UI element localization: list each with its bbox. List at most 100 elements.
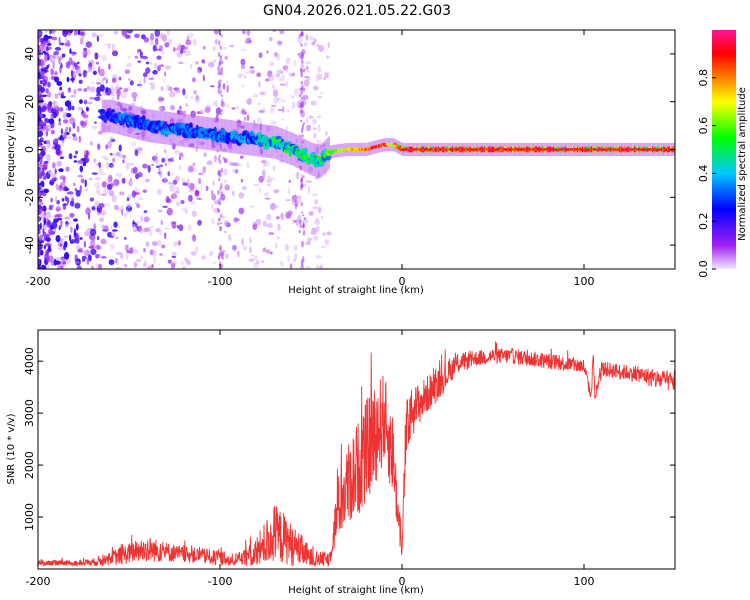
spectrogram-noise-cell [108,63,111,70]
chart-title: GN04.2026.021.05.22.G03 [263,3,451,19]
spectrogram-noise-cell [63,235,69,238]
spectrogram-noise-cell [149,33,155,41]
spectrogram-noise-cell [104,157,109,161]
spectrogram-ridge-cell [188,122,194,129]
spectrogram-noise-cell [159,64,165,67]
spectrogram-noise-cell [249,66,255,69]
spectrogram-noise-cell [89,197,95,202]
spectrogram-streak-cell [300,51,304,57]
spectrogram-noise-cell [41,105,47,112]
spectrogram-noise-cell [220,46,227,50]
spectrogram-noise-cell [73,88,77,92]
spectrogram-noise-cell [190,200,196,205]
spectrogram-noise-cell [54,46,62,51]
spectrogram-noise-cell [55,149,63,157]
spectrogram-noise-cell [125,244,129,252]
spectrogram-noise-cell [223,220,230,227]
spectrogram-noise-cell [132,249,139,254]
spectrogram-streak-cell [218,80,221,84]
spectrogram-noise-cell [294,203,297,210]
spectrogram-noise-cell [137,197,144,201]
spectrogram-noise-cell [202,166,207,174]
spectrogram-noise-cell [267,175,271,181]
spectrogram-noise-cell [72,133,76,137]
spectrogram-noise-cell [246,161,250,170]
spectrogram-noise-cell [305,117,309,124]
spectrogram-streak-cell [217,68,220,74]
spectrogram-noise-cell [272,84,275,90]
spectrogram-noise-cell [38,201,44,205]
spectrogram-noise-cell [188,189,195,193]
spectrogram-noise-cell [220,101,226,108]
spectrogram-noise-cell [38,182,42,186]
spectrogram-noise-cell [132,223,136,230]
spectrogram-noise-cell [96,86,101,95]
spectrogram-noise-cell [158,166,161,174]
spectrogram-noise-cell [126,203,132,208]
spectrogram-noise-cell [46,211,52,218]
spectrogram-noise-cell [285,211,292,215]
spectrogram-noise-cell [192,38,197,46]
spectrogram-streak-cell [299,67,303,72]
spectrogram-noise-cell [76,125,80,133]
spectrogram-noise-cell [121,177,126,184]
spectrogram-noise-cell [59,243,63,247]
spectrogram-noise-cell [42,205,47,212]
spectrogram-noise-cell [106,178,110,185]
spectrogram-noise-cell [307,70,311,73]
spectrogram-noise-cell [57,265,63,269]
spectrogram-noise-cell [40,190,44,193]
spectrogram-noise-cell [157,263,160,266]
spectrogram-noise-cell [326,55,330,59]
spectrogram-noise-cell [274,51,278,58]
spectrogram-noise-cell [190,96,194,99]
spectrogram-noise-cell [327,42,331,48]
spectrogram-noise-cell [275,97,282,101]
spectrogram-noise-cell [128,162,135,166]
spectrogram-noise-cell [40,39,45,44]
spectrogram-noise-cell [62,111,68,119]
spectrogram-noise-cell [124,34,131,39]
spectrogram-noise-cell [169,184,176,192]
spectrogram-noise-cell [163,77,166,83]
spectrogram-noise-cell [307,35,315,41]
spectrogram-streak-cell [220,264,224,269]
spectrogram-noise-cell [84,179,87,188]
spectrogram-streak-cell [300,80,303,85]
spectrogram-noise-cell [208,251,214,257]
spectrogram-noise-cell [150,61,153,66]
spectrogram-noise-cell [106,161,109,169]
spectrogram-streak-cell [299,119,303,123]
spectrogram-noise-cell [133,33,140,38]
spectrogram-noise-cell [119,191,125,196]
spectrogram-noise-cell [118,76,122,81]
spectrogram-noise-cell [305,240,312,245]
spectrogram-noise-cell [67,39,70,45]
spectrogram-noise-cell [171,252,178,256]
spectrogram-noise-cell [134,149,139,157]
spectrogram-noise-cell [213,30,220,35]
spectrogram-noise-cell [58,184,63,192]
spectrogram-streak-cell [219,186,222,191]
spectrogram-noise-cell [200,183,203,191]
spectrogram-y-ticks: -40 -20 0 20 40 [23,47,675,254]
spectrogram-noise-cell [241,109,245,113]
spectrogram-y-label: Frequency (Hz) [6,111,17,187]
spectrogram-noise-cell [48,204,54,208]
spectrogram-noise-cell [38,172,42,180]
spectrogram-streak-cell [219,54,222,58]
spectrogram-noise-cell [41,180,45,188]
spectrogram-streak-cell [298,52,301,58]
spectrogram-noise-cell [230,162,237,167]
spectrogram-streak-cell [300,109,304,113]
spectrogram-noise-cell [300,64,305,69]
spectrogram-noise-cell [42,162,48,169]
spectrogram-noise-cell [55,53,60,60]
spectrogram-noise-cell [62,203,69,206]
spectrogram-noise-cell [89,86,96,93]
spectrogram-noise-cell [79,165,84,173]
spectrogram-noise-cell [94,121,97,124]
spectrogram-noise-cell [203,46,206,50]
spectrogram-noise-cell [296,196,300,205]
spectrogram-noise-cell [60,128,64,135]
